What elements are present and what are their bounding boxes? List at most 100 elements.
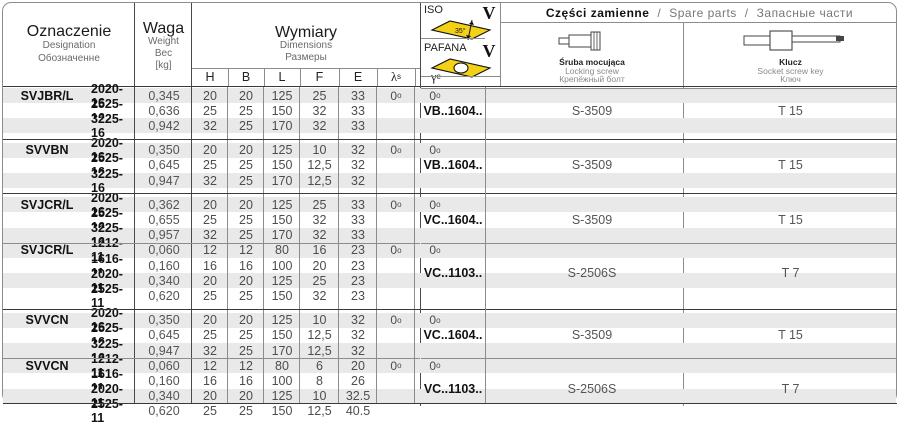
dimension-cell-F: 12,5: [307, 343, 332, 358]
family-label: [3, 343, 91, 358]
socket-key-icon: [742, 28, 852, 57]
dimension-cell-H: 32: [203, 228, 217, 243]
divider-desig-weight: [134, 3, 135, 86]
dimension-cell-B: 20: [239, 88, 253, 103]
dimension-cell-L: 150: [271, 328, 293, 343]
key-part-number: T 7: [781, 381, 800, 396]
lambda-s-cell: [377, 389, 415, 404]
dimension-cell-B: 25: [239, 328, 253, 343]
column-header-B: B: [241, 69, 251, 84]
dimension-cell-L: 170: [271, 118, 293, 133]
weight-cell: 0,655: [148, 212, 180, 227]
spare-title-sep-2: /: [744, 5, 749, 20]
weight-cell: 0,947: [148, 343, 180, 358]
family-label: [3, 288, 91, 303]
dimension-cell-B: 12: [239, 243, 253, 258]
header-weight-ru: Вес: [154, 48, 173, 60]
weight-cell: 0,362: [148, 197, 180, 212]
dimension-cell-B: 25: [239, 158, 253, 173]
family-label: [3, 118, 91, 133]
group-divider: [3, 193, 420, 195]
dimension-cell-L: 150: [271, 158, 293, 173]
divider-spare-title: [501, 22, 897, 23]
dimension-cell-B: 20: [239, 197, 253, 212]
subheader-rule: [300, 69, 301, 86]
table-row[interactable]: 2020-11 0,340 20 20 125 10 32.5: [3, 382, 896, 410]
family-label: SVVBN: [25, 143, 69, 158]
dimension-cell-B: 25: [239, 288, 253, 303]
family-label: [3, 373, 91, 388]
dimension-cell-H: 20: [203, 197, 217, 212]
table-row[interactable]: SVJBR/L 2020-16 0,345 20 20 125 25 33 0 o 0 o: [3, 82, 896, 110]
lambda-s-cell: [377, 173, 415, 188]
weight-cell: 0,060: [148, 358, 180, 373]
dimension-cell-E: 32: [351, 158, 365, 173]
table-row[interactable]: SVVBN 2020-16 0,350 20 20 125 10 32 0 o 0 o: [3, 136, 896, 164]
dimension-cell-E: 23: [351, 243, 365, 258]
weight-cell: 0,636: [148, 103, 180, 118]
locking-screw-icon: [555, 30, 627, 57]
dimension-cell-F: 32: [312, 212, 327, 227]
dimension-cell-E: 33: [351, 212, 365, 227]
divider-header-body: [3, 86, 420, 87]
divider-weight-dims: [191, 3, 192, 86]
dimension-cell-H: 20: [203, 389, 217, 404]
divider-insert-screw: [485, 87, 486, 403]
dimension-cell-E: 32: [351, 143, 365, 158]
column-header-H: H: [205, 69, 215, 84]
body-column-rule: [134, 87, 135, 403]
dimension-cell-E: 32.5: [345, 389, 371, 404]
column-header-F: F: [315, 69, 324, 84]
dimension-cell-B: 20: [239, 143, 253, 158]
screw-caption-en: Locking screw: [565, 66, 619, 77]
lambda-s-cell: [377, 103, 415, 118]
family-label: [3, 273, 91, 288]
dimension-cell-H: 25: [203, 404, 217, 419]
family-label: [3, 228, 91, 243]
table-row[interactable]: SVVCN 2020-16 0,350 20 20 125 10 32 0 o 0 o: [3, 306, 896, 334]
iso-diamond-icon: 35°: [428, 18, 494, 47]
family-label: [3, 103, 91, 118]
dimension-cell-E: 33: [351, 103, 365, 118]
dimension-cell-H: 32: [203, 343, 217, 358]
dimension-cell-B: 20: [239, 273, 253, 288]
subgroup-divider: [3, 242, 420, 244]
screw-part-number: S-3509: [571, 328, 613, 343]
dimension-cell-E: 33: [351, 88, 365, 103]
table-row[interactable]: 2525-11 0,620 25 25 150 32 23: [3, 282, 896, 310]
screw-caption-ru: Крепёжный болт: [559, 74, 625, 85]
iso-v-label: V: [482, 2, 496, 23]
table-row[interactable]: 3225-16 0,942 32 25 170 32 33: [3, 112, 896, 140]
dimension-cell-E: 23: [351, 258, 365, 273]
insert-designation: VB..1604..: [423, 103, 483, 118]
dimension-cell-L: 80: [275, 243, 289, 258]
divider-pafana-bottom: [421, 76, 500, 77]
subgroup-divider: [3, 358, 420, 360]
key-caption-ru: Ключ: [780, 74, 801, 85]
dimension-cell-H: 25: [203, 212, 217, 227]
designation-cell: 2525-11: [91, 397, 123, 425]
table-row[interactable]: SVJCR/L 2020-16 0,362 20 20 125 25 33 0 o 0 o: [3, 191, 896, 219]
screw-part-number: S-3509: [571, 158, 613, 173]
lambda-s-cell: [377, 404, 415, 419]
weight-cell: 0,345: [148, 88, 180, 103]
subheader-rule: [264, 69, 265, 86]
key-part-number: T 7: [781, 266, 800, 281]
dimension-cell-H: 20: [203, 88, 217, 103]
